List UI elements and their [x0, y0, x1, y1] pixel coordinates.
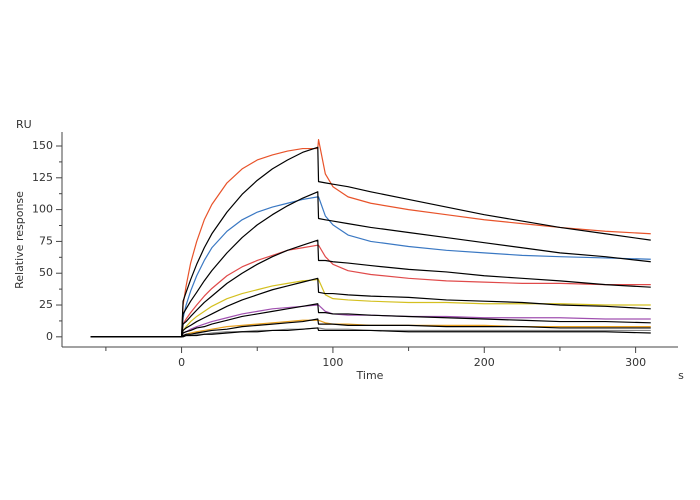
- y-tick-label: 100: [32, 203, 53, 216]
- x-unit: s: [678, 369, 684, 382]
- sensorgram-line: [90, 239, 651, 338]
- y-axis-label: Relative response: [13, 191, 26, 289]
- sensorgram-line: [90, 244, 651, 338]
- y-tick-label: 150: [32, 139, 53, 152]
- sensorgram-line: [90, 327, 651, 338]
- sensorgram-line: [90, 327, 651, 338]
- x-tick-label: 300: [625, 356, 646, 369]
- sensorgram-line: [90, 196, 651, 338]
- sensorgram-line: [90, 139, 651, 338]
- x-tick-label: 0: [178, 356, 185, 369]
- sensorgram-line: [90, 146, 651, 338]
- y-tick-label: 50: [39, 266, 53, 279]
- sensorgram-line: [90, 319, 651, 338]
- y-tick-label: 0: [46, 330, 53, 343]
- sensorgram-line: [90, 304, 651, 338]
- y-tick-label: 25: [39, 298, 53, 311]
- x-tick-label: 200: [474, 356, 495, 369]
- x-axis-label: Time: [356, 369, 384, 382]
- sensorgram-line: [90, 277, 651, 338]
- sensorgram-line: [90, 318, 651, 338]
- y-unit: RU: [16, 118, 32, 131]
- sensorgram-line: [90, 278, 651, 338]
- sensorgram-line: [90, 191, 651, 338]
- y-tick-label: 125: [32, 171, 53, 184]
- sensorgram-line: [90, 303, 651, 338]
- y-tick-label: 75: [39, 234, 53, 247]
- x-tick-label: 100: [322, 356, 343, 369]
